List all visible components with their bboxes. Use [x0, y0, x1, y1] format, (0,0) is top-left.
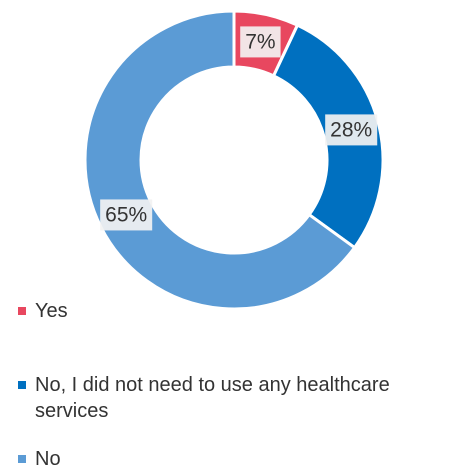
data-label-text-no-did-not-need: 28% [330, 118, 372, 141]
legend-item-no-did-not-need: No, I did not need to use any healthcare… [18, 372, 463, 424]
donut-chart: 7% 28% 65% [83, 9, 385, 311]
data-label-yes: 7% [240, 26, 281, 58]
data-label-text-no: 65% [105, 203, 147, 226]
donut-slice-no [83, 9, 357, 311]
legend-swatch-no [18, 455, 26, 463]
data-label-no: 65% [100, 199, 153, 231]
legend-swatch-no-did-not-need [18, 381, 26, 389]
data-label-bg-no-did-not-need [325, 114, 378, 146]
legend-label-no-did-not-need: No, I did not need to use any healthcare… [35, 374, 390, 422]
legend-label-no: No [35, 448, 61, 470]
data-label-bg-no [100, 199, 153, 231]
data-label-text-yes: 7% [245, 30, 275, 53]
data-label-bg-yes [240, 26, 281, 58]
legend-item-no: No [18, 446, 463, 472]
data-label-no-did-not-need: 28% [325, 114, 378, 146]
